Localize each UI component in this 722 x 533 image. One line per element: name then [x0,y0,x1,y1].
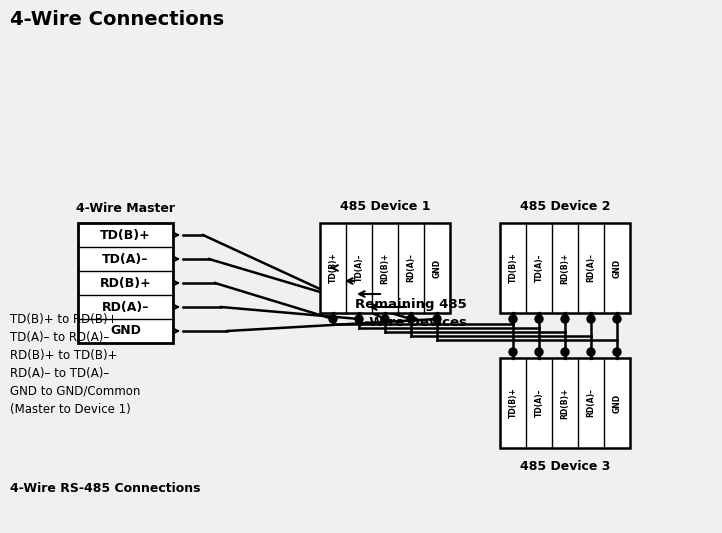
Text: TD(A)–: TD(A)– [355,254,363,282]
Bar [78,223,173,343]
Text: RD(A)–: RD(A)– [586,389,596,417]
Text: RD(A)– to TD(A)–: RD(A)– to TD(A)– [10,367,109,380]
Circle shape [381,315,389,323]
Text: TD(B)+: TD(B)+ [508,387,518,418]
Text: GND: GND [612,393,622,413]
Text: TD(B)+: TD(B)+ [100,229,151,241]
Text: RD(A)–: RD(A)– [406,254,415,282]
Text: GND: GND [612,259,622,278]
Text: 485 Device 2: 485 Device 2 [520,200,610,213]
Circle shape [587,315,595,323]
Text: RD(B)+: RD(B)+ [380,252,389,284]
Circle shape [587,348,595,356]
Circle shape [509,348,517,356]
Circle shape [561,315,569,323]
Text: Remaining 485
4-Wire Devices: Remaining 485 4-Wire Devices [355,298,467,329]
Text: 4-Wire Master: 4-Wire Master [76,202,175,215]
Circle shape [561,348,569,356]
Circle shape [329,315,337,323]
Bar [320,223,450,313]
Circle shape [433,315,441,323]
Text: 485 Device 1: 485 Device 1 [340,200,430,213]
Circle shape [407,315,415,323]
Text: GND: GND [110,325,141,337]
Text: RD(B)+: RD(B)+ [100,277,152,289]
Circle shape [355,315,363,323]
Text: TD(A)–: TD(A)– [103,253,149,265]
Text: GND to GND/Common: GND to GND/Common [10,385,140,398]
Bar [500,358,630,448]
Circle shape [535,315,543,323]
Text: RD(B)+: RD(B)+ [560,252,570,284]
Text: TD(A)–: TD(A)– [534,389,544,417]
Text: RD(B)+: RD(B)+ [560,387,570,418]
Text: GND: GND [432,259,441,278]
Text: (Master to Device 1): (Master to Device 1) [10,403,131,416]
Text: 485 Device 3: 485 Device 3 [520,460,610,473]
Circle shape [509,315,517,323]
Text: TD(B)+: TD(B)+ [329,253,337,284]
Text: TD(B)+: TD(B)+ [508,253,518,284]
Circle shape [613,315,621,323]
Bar [500,223,630,313]
Text: TD(A)– to RD(A)–: TD(A)– to RD(A)– [10,331,109,344]
Text: RD(A)–: RD(A)– [586,254,596,282]
Circle shape [535,348,543,356]
Text: TD(A)–: TD(A)– [534,254,544,282]
Text: RD(B)+ to TD(B)+: RD(B)+ to TD(B)+ [10,349,118,362]
Text: 4-Wire RS-485 Connections: 4-Wire RS-485 Connections [10,482,201,495]
Text: 4-Wire Connections: 4-Wire Connections [10,10,224,29]
Circle shape [613,348,621,356]
Text: TD(B)+ to RD(B)+: TD(B)+ to RD(B)+ [10,313,118,326]
Text: RD(A)–: RD(A)– [102,301,149,313]
